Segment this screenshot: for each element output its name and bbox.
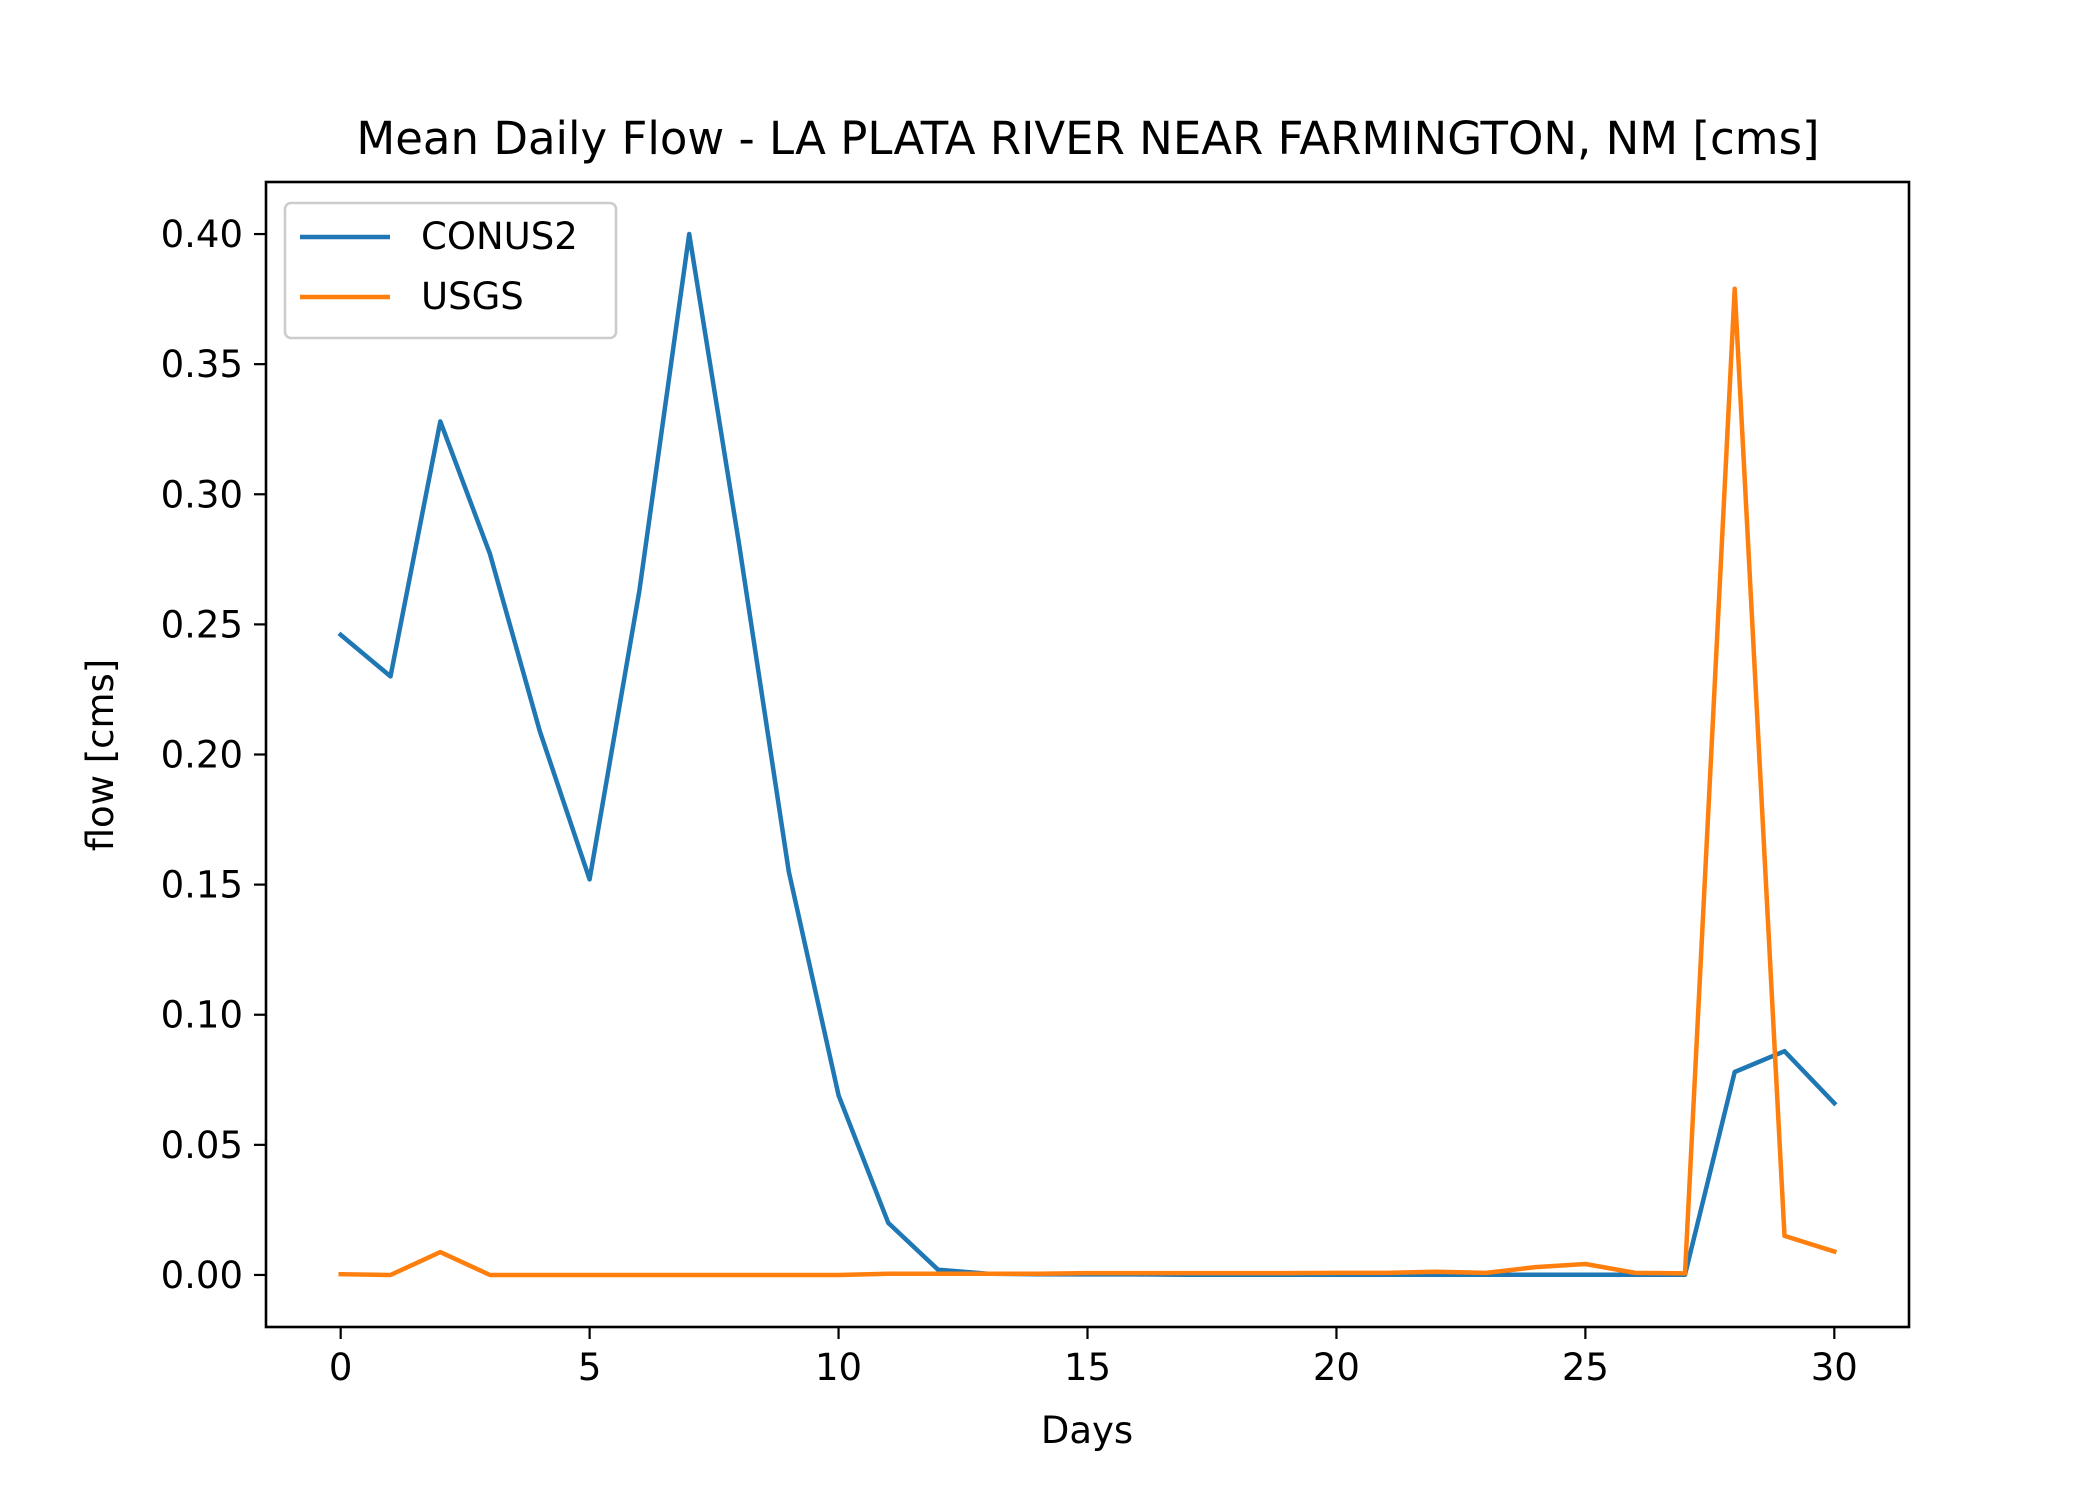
x-tick-label: 25 <box>1562 1346 1609 1389</box>
x-tick-label: 0 <box>329 1346 353 1389</box>
y-tick-label: 0.25 <box>161 603 243 646</box>
x-tick-label: 30 <box>1811 1346 1858 1389</box>
y-tick-label: 0.00 <box>161 1254 243 1297</box>
legend: CONUS2 USGS <box>283 201 618 340</box>
x-tick-label: 15 <box>1064 1346 1111 1389</box>
y-tick-label: 0.20 <box>161 734 243 777</box>
x-axis-label: Days <box>1041 1409 1133 1452</box>
x-axis-ticks: 0 5 10 15 20 25 30 <box>329 1327 1858 1389</box>
y-tick-label: 0.30 <box>161 473 243 516</box>
y-tick-label: 0.15 <box>161 864 243 907</box>
y-tick-label: 0.10 <box>161 994 243 1037</box>
y-tick-label: 0.05 <box>161 1124 243 1167</box>
legend-label-conus2: CONUS2 <box>421 215 578 258</box>
chart-title: Mean Daily Flow - LA PLATA RIVER NEAR FA… <box>356 112 1819 165</box>
series-layer <box>337 231 1838 1278</box>
y-tick-label: 0.35 <box>161 343 243 386</box>
y-axis-label: flow [cms] <box>79 659 122 852</box>
series-line-usgs <box>338 286 1838 1278</box>
y-axis-ticks: 0.00 0.05 0.10 0.15 0.20 0.25 0.30 0.35 0.40 <box>161 213 266 1297</box>
x-tick-label: 20 <box>1313 1346 1360 1389</box>
legend-label-usgs: USGS <box>421 275 524 318</box>
y-tick-label: 0.40 <box>161 213 243 256</box>
x-tick-label: 10 <box>815 1346 862 1389</box>
x-tick-label: 5 <box>578 1346 602 1389</box>
